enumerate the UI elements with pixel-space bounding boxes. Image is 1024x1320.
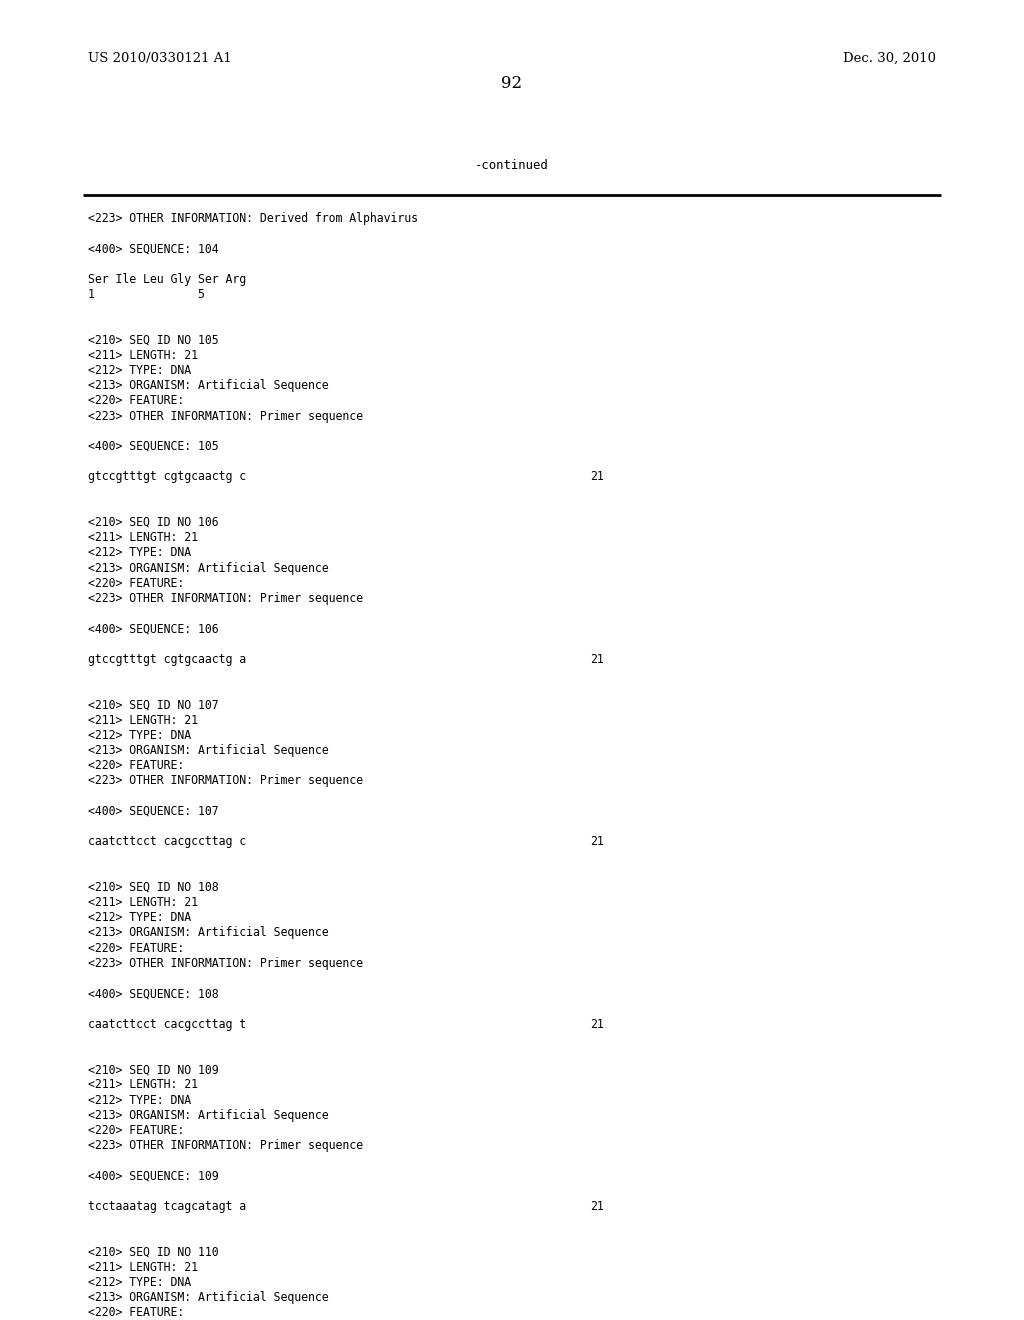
Text: Dec. 30, 2010: Dec. 30, 2010	[843, 51, 936, 65]
Text: <400> SEQUENCE: 104: <400> SEQUENCE: 104	[88, 243, 219, 255]
Text: <223> OTHER INFORMATION: Primer sequence: <223> OTHER INFORMATION: Primer sequence	[88, 957, 362, 970]
Text: caatcttcct cacgccttag c: caatcttcct cacgccttag c	[88, 836, 246, 849]
Text: <213> ORGANISM: Artificial Sequence: <213> ORGANISM: Artificial Sequence	[88, 927, 329, 940]
Text: <210> SEQ ID NO 110: <210> SEQ ID NO 110	[88, 1246, 219, 1258]
Text: <213> ORGANISM: Artificial Sequence: <213> ORGANISM: Artificial Sequence	[88, 1291, 329, 1304]
Text: 1               5: 1 5	[88, 288, 205, 301]
Text: <211> LENGTH: 21: <211> LENGTH: 21	[88, 714, 198, 726]
Text: <223> OTHER INFORMATION: Primer sequence: <223> OTHER INFORMATION: Primer sequence	[88, 1139, 362, 1152]
Text: <400> SEQUENCE: 108: <400> SEQUENCE: 108	[88, 987, 219, 1001]
Text: gtccgtttgt cgtgcaactg c: gtccgtttgt cgtgcaactg c	[88, 470, 246, 483]
Text: <212> TYPE: DNA: <212> TYPE: DNA	[88, 1276, 191, 1290]
Text: <210> SEQ ID NO 106: <210> SEQ ID NO 106	[88, 516, 219, 529]
Text: <223> OTHER INFORMATION: Primer sequence: <223> OTHER INFORMATION: Primer sequence	[88, 409, 362, 422]
Text: <223> OTHER INFORMATION: Primer sequence: <223> OTHER INFORMATION: Primer sequence	[88, 591, 362, 605]
Text: <211> LENGTH: 21: <211> LENGTH: 21	[88, 1261, 198, 1274]
Text: <212> TYPE: DNA: <212> TYPE: DNA	[88, 911, 191, 924]
Text: Ser Ile Leu Gly Ser Arg: Ser Ile Leu Gly Ser Arg	[88, 273, 246, 286]
Text: <211> LENGTH: 21: <211> LENGTH: 21	[88, 348, 198, 362]
Text: <213> ORGANISM: Artificial Sequence: <213> ORGANISM: Artificial Sequence	[88, 1109, 329, 1122]
Text: US 2010/0330121 A1: US 2010/0330121 A1	[88, 51, 231, 65]
Text: caatcttcct cacgccttag t: caatcttcct cacgccttag t	[88, 1018, 246, 1031]
Text: <400> SEQUENCE: 107: <400> SEQUENCE: 107	[88, 805, 219, 818]
Text: <213> ORGANISM: Artificial Sequence: <213> ORGANISM: Artificial Sequence	[88, 744, 329, 756]
Text: <220> FEATURE:: <220> FEATURE:	[88, 395, 184, 408]
Text: 21: 21	[590, 653, 604, 665]
Text: <212> TYPE: DNA: <212> TYPE: DNA	[88, 546, 191, 560]
Text: <210> SEQ ID NO 107: <210> SEQ ID NO 107	[88, 698, 219, 711]
Text: <211> LENGTH: 21: <211> LENGTH: 21	[88, 896, 198, 909]
Text: <220> FEATURE:: <220> FEATURE:	[88, 1125, 184, 1137]
Text: <400> SEQUENCE: 105: <400> SEQUENCE: 105	[88, 440, 219, 453]
Text: <210> SEQ ID NO 108: <210> SEQ ID NO 108	[88, 880, 219, 894]
Text: <212> TYPE: DNA: <212> TYPE: DNA	[88, 364, 191, 378]
Text: 21: 21	[590, 1200, 604, 1213]
Text: gtccgtttgt cgtgcaactg a: gtccgtttgt cgtgcaactg a	[88, 653, 246, 665]
Text: <212> TYPE: DNA: <212> TYPE: DNA	[88, 729, 191, 742]
Text: <220> FEATURE:: <220> FEATURE:	[88, 759, 184, 772]
Text: <400> SEQUENCE: 106: <400> SEQUENCE: 106	[88, 623, 219, 635]
Text: <210> SEQ ID NO 109: <210> SEQ ID NO 109	[88, 1063, 219, 1076]
Text: <212> TYPE: DNA: <212> TYPE: DNA	[88, 1093, 191, 1106]
Text: <211> LENGTH: 21: <211> LENGTH: 21	[88, 1078, 198, 1092]
Text: <210> SEQ ID NO 105: <210> SEQ ID NO 105	[88, 334, 219, 347]
Text: <220> FEATURE:: <220> FEATURE:	[88, 1307, 184, 1320]
Text: <213> ORGANISM: Artificial Sequence: <213> ORGANISM: Artificial Sequence	[88, 561, 329, 574]
Text: <400> SEQUENCE: 109: <400> SEQUENCE: 109	[88, 1170, 219, 1183]
Text: 21: 21	[590, 836, 604, 849]
Text: -continued: -continued	[475, 158, 549, 172]
Text: <223> OTHER INFORMATION: Primer sequence: <223> OTHER INFORMATION: Primer sequence	[88, 775, 362, 788]
Text: 21: 21	[590, 1018, 604, 1031]
Text: <211> LENGTH: 21: <211> LENGTH: 21	[88, 531, 198, 544]
Text: <220> FEATURE:: <220> FEATURE:	[88, 577, 184, 590]
Text: 92: 92	[502, 75, 522, 92]
Text: <213> ORGANISM: Artificial Sequence: <213> ORGANISM: Artificial Sequence	[88, 379, 329, 392]
Text: 21: 21	[590, 470, 604, 483]
Text: <220> FEATURE:: <220> FEATURE:	[88, 941, 184, 954]
Text: <223> OTHER INFORMATION: Derived from Alphavirus: <223> OTHER INFORMATION: Derived from Al…	[88, 213, 418, 224]
Text: tcctaaatag tcagcatagt a: tcctaaatag tcagcatagt a	[88, 1200, 246, 1213]
